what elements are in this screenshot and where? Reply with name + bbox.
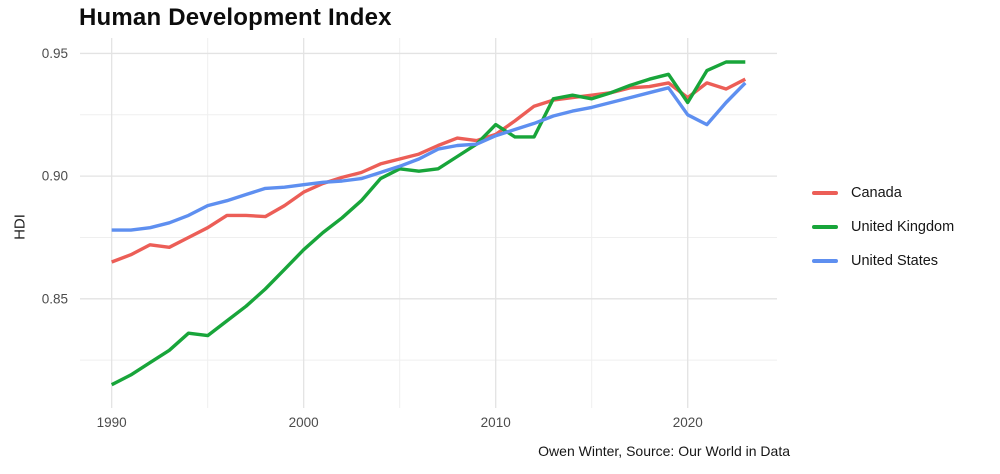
caption: Owen Winter, Source: Our World in Data bbox=[538, 443, 790, 459]
legend-key-united-kingdom bbox=[812, 225, 838, 229]
x-tick-label: 1990 bbox=[97, 415, 127, 430]
legend-item-canada: Canada bbox=[812, 176, 954, 210]
legend-label-canada: Canada bbox=[851, 185, 902, 201]
y-tick-label: 0.90 bbox=[42, 169, 68, 184]
legend-item-united-kingdom: United Kingdom bbox=[812, 210, 954, 244]
legend-label-united-kingdom: United Kingdom bbox=[851, 219, 955, 235]
legend-item-united-states: United States bbox=[812, 244, 954, 278]
x-tick-label: 2000 bbox=[289, 415, 319, 430]
legend: Canada United Kingdom United States bbox=[812, 176, 954, 278]
y-tick-label: 0.85 bbox=[42, 291, 68, 306]
legend-key-united-states bbox=[812, 259, 838, 263]
y-tick-label: 0.95 bbox=[42, 46, 68, 61]
legend-key-canada bbox=[812, 191, 838, 195]
legend-label-united-states: United States bbox=[851, 253, 939, 269]
chart-title: Human Development Index bbox=[79, 4, 392, 31]
x-tick-label: 2020 bbox=[673, 415, 703, 430]
x-tick-label: 2010 bbox=[481, 415, 511, 430]
